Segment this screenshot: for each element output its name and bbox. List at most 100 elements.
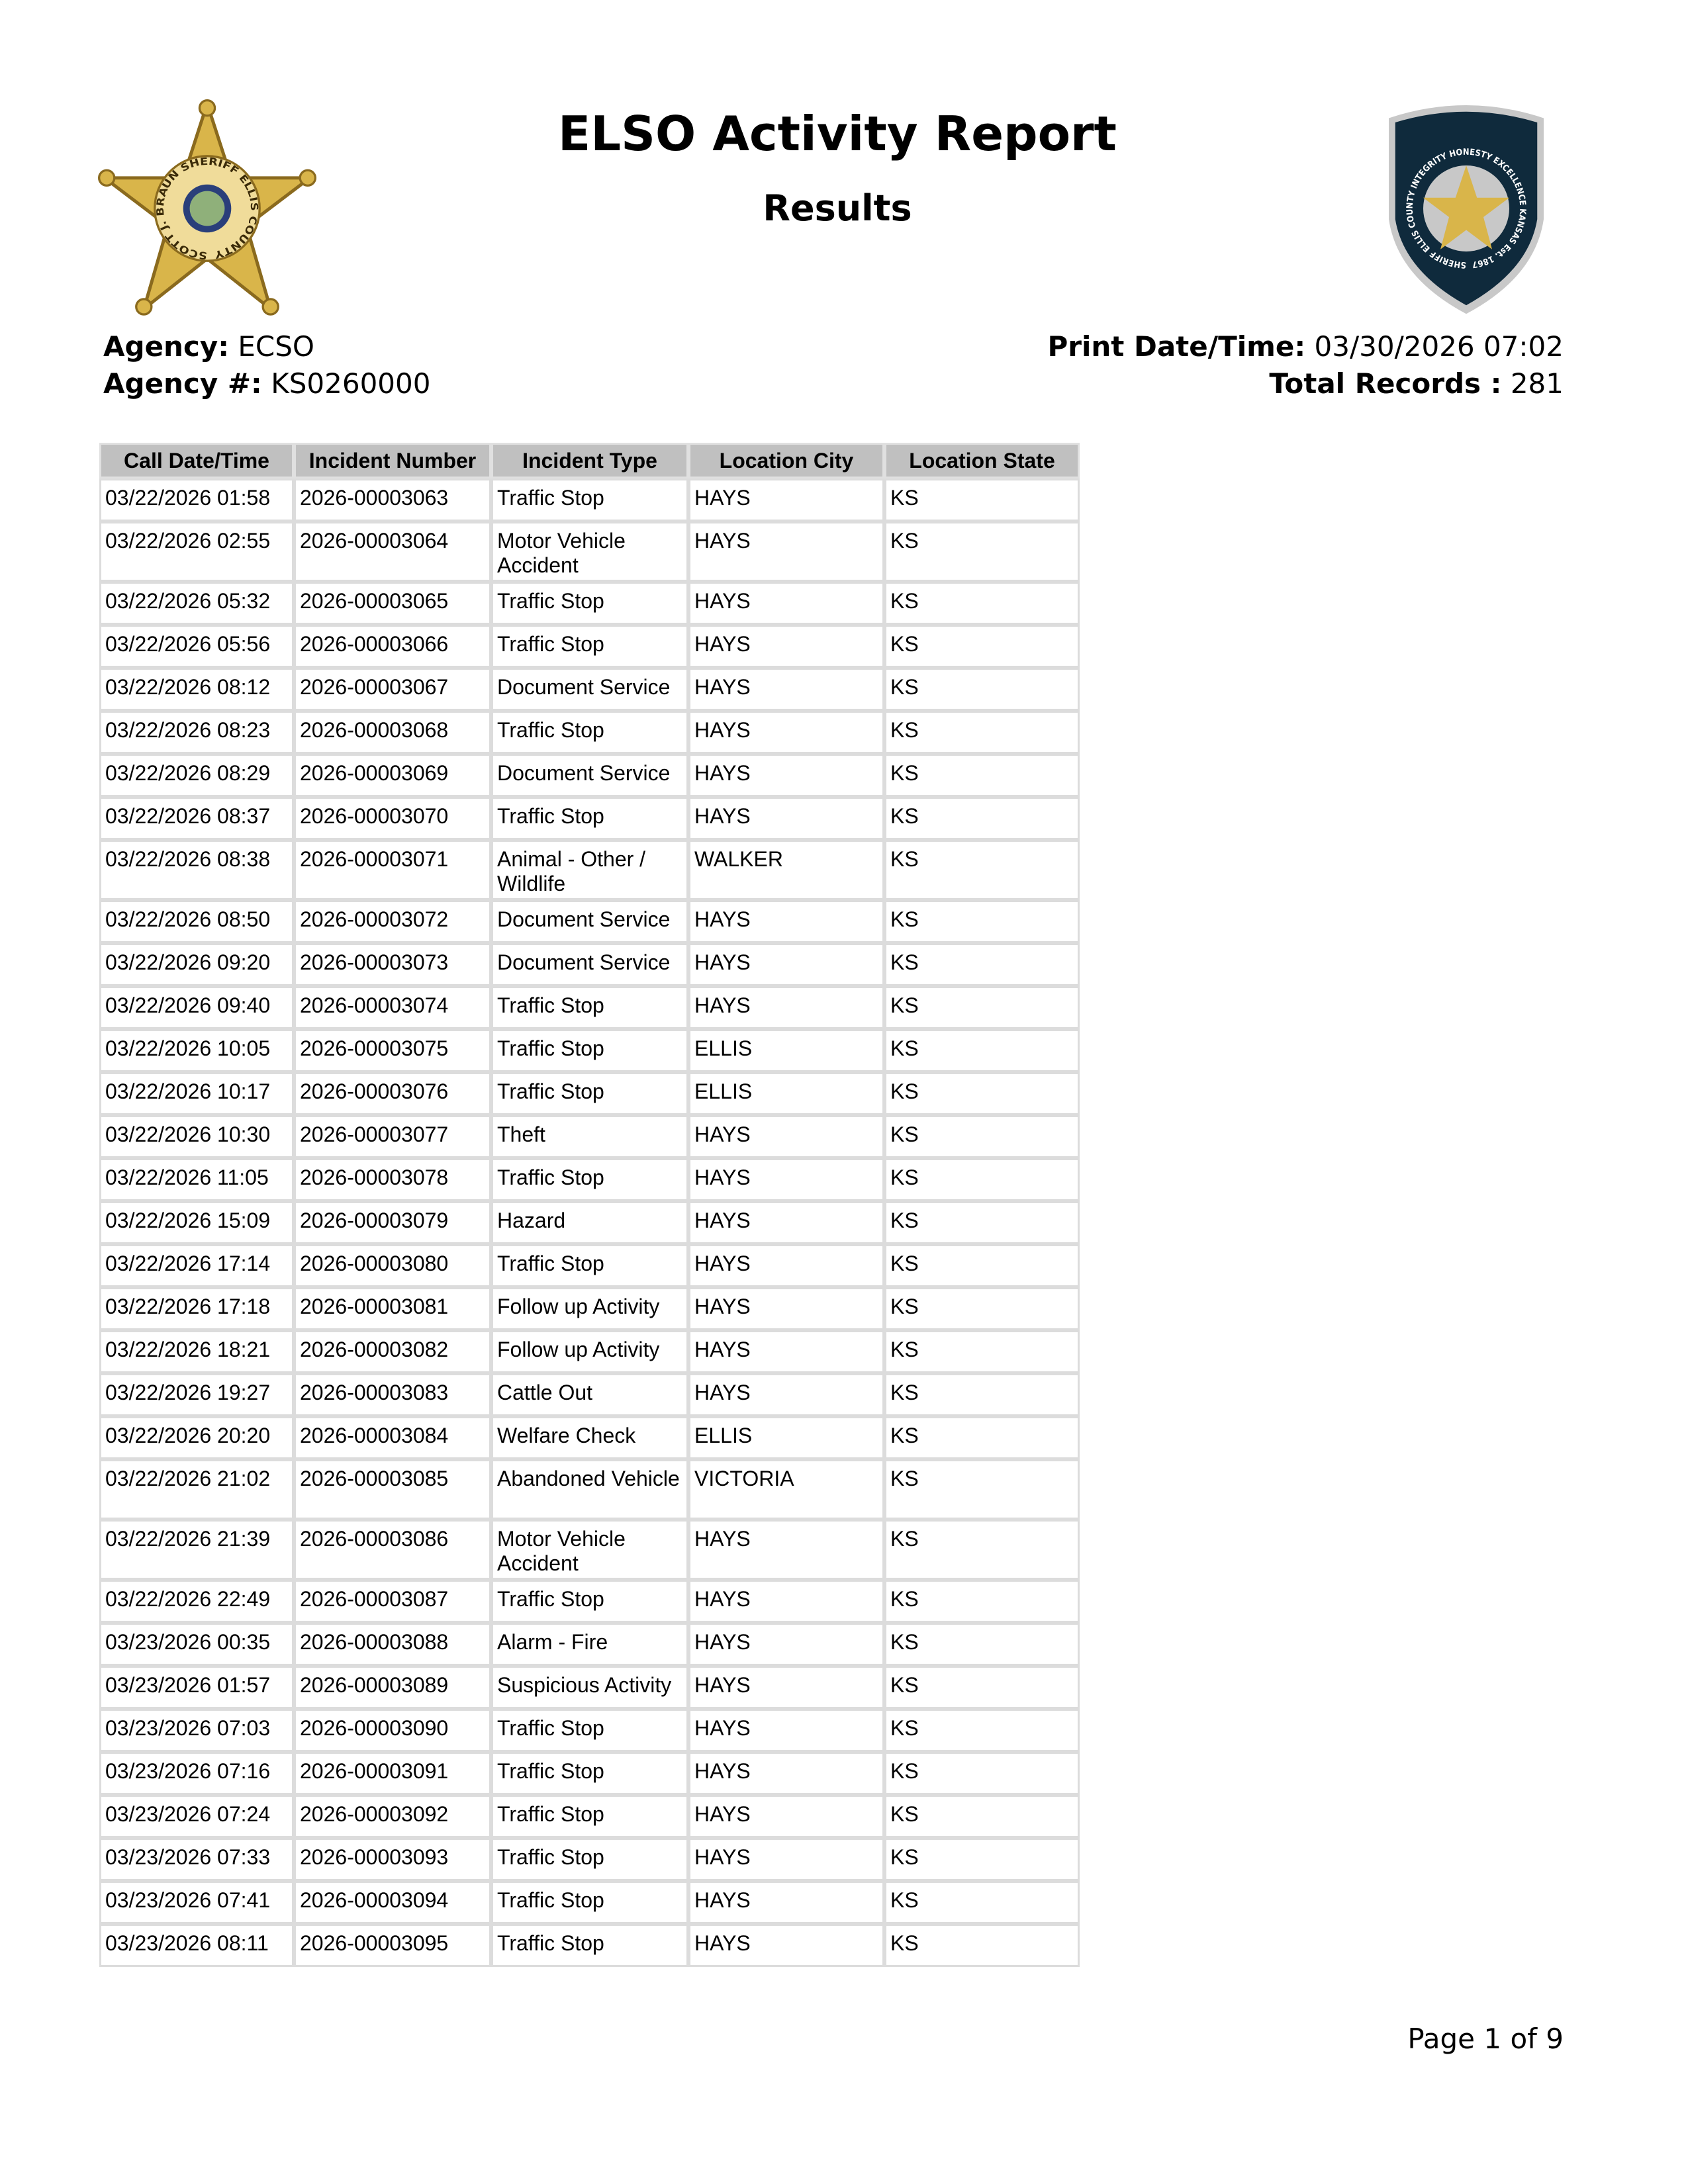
incident-type-cell: Abandoned Vehicle [491,1459,688,1520]
table-row: 03/22/2026 10:05 2026-00003075 Traffic Sto… [99,1029,1080,1072]
incident-number-cell: 2026-00003069 [294,754,491,797]
call-datetime-cell: 03/22/2026 11:05 [99,1158,294,1201]
table-row: 03/22/2026 21:02 2026-00003085 Abandoned V… [99,1459,1080,1520]
incident-type-cell: Follow up Activity [491,1330,688,1373]
location-city-cell: HAYS [688,1115,884,1158]
location-city-cell: WALKER [688,840,884,900]
agency-number-label: Agency #: [103,367,262,400]
table-row: 03/22/2026 08:38 2026-00003071 Animal - Ot… [99,840,1080,900]
table-row: 03/22/2026 08:23 2026-00003068 Traffic Sto… [99,711,1080,754]
print-info: Print Date/Time: 03/30/2026 07:02 Total … [1047,328,1564,402]
call-datetime-cell: 03/23/2026 08:11 [99,1924,294,1967]
incident-number-cell: 2026-00003080 [294,1244,491,1287]
table-row: 03/22/2026 11:05 2026-00003078 Traffic Sto… [99,1158,1080,1201]
table-header-row: Call Date/Time Incident Number Incident Ty… [99,443,1080,478]
call-datetime-cell: 03/22/2026 08:29 [99,754,294,797]
location-state-cell: KS [884,1709,1080,1752]
location-city-cell: HAYS [688,1287,884,1330]
table-row: 03/23/2026 07:03 2026-00003090 Traffic Sto… [99,1709,1080,1752]
sheriff-star-badge-logo: SCOTT J. BRAUN SHERIFF ELLIS COUNTY [98,99,316,316]
incident-type-cell: Alarm - Fire [491,1623,688,1666]
print-date-value: 03/30/2026 07:02 [1314,330,1564,363]
incident-type-cell: Theft [491,1115,688,1158]
incident-type-cell: Traffic Stop [491,1752,688,1795]
location-state-cell: KS [884,1623,1080,1666]
table-row: 03/22/2026 05:56 2026-00003066 Traffic Sto… [99,625,1080,668]
incident-number-cell: 2026-00003064 [294,522,491,582]
activity-table: Call Date/Time Incident Number Incident Ty… [99,443,1080,1967]
incident-type-cell: Traffic Stop [491,797,688,840]
incident-number-cell: 2026-00003085 [294,1459,491,1520]
call-datetime-cell: 03/23/2026 00:35 [99,1623,294,1666]
incident-number-cell: 2026-00003090 [294,1709,491,1752]
table-row: 03/22/2026 22:49 2026-00003087 Traffic Sto… [99,1580,1080,1623]
incident-number-cell: 2026-00003066 [294,625,491,668]
call-datetime-cell: 03/22/2026 08:38 [99,840,294,900]
table-row: 03/23/2026 07:16 2026-00003091 Traffic Sto… [99,1752,1080,1795]
table-row: 03/22/2026 10:30 2026-00003077 Theft HAYS KS [99,1115,1080,1158]
location-city-cell: HAYS [688,900,884,943]
table-row: 03/22/2026 08:29 2026-00003069 Document Se… [99,754,1080,797]
location-state-cell: KS [884,754,1080,797]
location-city-cell: HAYS [688,1838,884,1881]
incident-type-cell: Traffic Stop [491,711,688,754]
incident-number-cell: 2026-00003094 [294,1881,491,1924]
incident-type-cell: Follow up Activity [491,1287,688,1330]
incident-number-cell: 2026-00003072 [294,900,491,943]
table-row: 03/22/2026 20:20 2026-00003084 Welfare Che… [99,1416,1080,1459]
incident-type-cell: Suspicious Activity [491,1666,688,1709]
location-city-cell: HAYS [688,1752,884,1795]
incident-number-cell: 2026-00003071 [294,840,491,900]
table-row: 03/22/2026 09:40 2026-00003074 Traffic Sto… [99,986,1080,1029]
table-row: 03/22/2026 19:27 2026-00003083 Cattle Out H… [99,1373,1080,1416]
print-date-label: Print Date/Time: [1047,330,1306,363]
print-date-line: Print Date/Time: 03/30/2026 07:02 [1047,328,1564,365]
page-number: Page 1 of 9 [1407,2023,1564,2055]
incident-number-cell: 2026-00003091 [294,1752,491,1795]
column-header: Incident Number [294,443,491,478]
call-datetime-cell: 03/22/2026 08:50 [99,900,294,943]
location-city-cell: HAYS [688,1520,884,1580]
call-datetime-cell: 03/23/2026 07:16 [99,1752,294,1795]
incident-type-cell: Traffic Stop [491,582,688,625]
sheriff-shield-patch-logo: SHERIFF ELLIS COUNTY INTEGRITY HONESTY E… [1389,105,1544,314]
location-state-cell: KS [884,1330,1080,1373]
incident-type-cell: Document Service [491,943,688,986]
location-city-cell: HAYS [688,754,884,797]
incident-type-cell: Traffic Stop [491,1158,688,1201]
location-state-cell: KS [884,1201,1080,1244]
location-state-cell: KS [884,1072,1080,1115]
incident-number-cell: 2026-00003076 [294,1072,491,1115]
agency-line: Agency: ECSO [103,328,430,365]
location-state-cell: KS [884,1244,1080,1287]
call-datetime-cell: 03/22/2026 15:09 [99,1201,294,1244]
report-subtitle: Results [763,187,912,229]
location-city-cell: HAYS [688,1666,884,1709]
location-city-cell: HAYS [688,1330,884,1373]
incident-type-cell: Traffic Stop [491,1881,688,1924]
incident-number-cell: 2026-00003070 [294,797,491,840]
location-city-cell: HAYS [688,668,884,711]
incident-number-cell: 2026-00003067 [294,668,491,711]
table-row: 03/23/2026 08:11 2026-00003095 Traffic Sto… [99,1924,1080,1967]
incident-type-cell: Document Service [491,900,688,943]
incident-number-cell: 2026-00003088 [294,1623,491,1666]
incident-number-cell: 2026-00003073 [294,943,491,986]
call-datetime-cell: 03/22/2026 08:37 [99,797,294,840]
table-row: 03/22/2026 10:17 2026-00003076 Traffic Sto… [99,1072,1080,1115]
call-datetime-cell: 03/23/2026 07:33 [99,1838,294,1881]
call-datetime-cell: 03/22/2026 09:40 [99,986,294,1029]
location-city-cell: ELLIS [688,1029,884,1072]
location-city-cell: HAYS [688,986,884,1029]
location-city-cell: HAYS [688,1623,884,1666]
call-datetime-cell: 03/22/2026 08:12 [99,668,294,711]
incident-type-cell: Motor Vehicle Accident [491,1520,688,1580]
location-state-cell: KS [884,1520,1080,1580]
location-city-cell: HAYS [688,1580,884,1623]
table-row: 03/22/2026 15:09 2026-00003079 Hazard HAYS K… [99,1201,1080,1244]
incident-number-cell: 2026-00003086 [294,1520,491,1580]
location-state-cell: KS [884,1158,1080,1201]
call-datetime-cell: 03/22/2026 20:20 [99,1416,294,1459]
incident-number-cell: 2026-00003079 [294,1201,491,1244]
incident-type-cell: Welfare Check [491,1416,688,1459]
